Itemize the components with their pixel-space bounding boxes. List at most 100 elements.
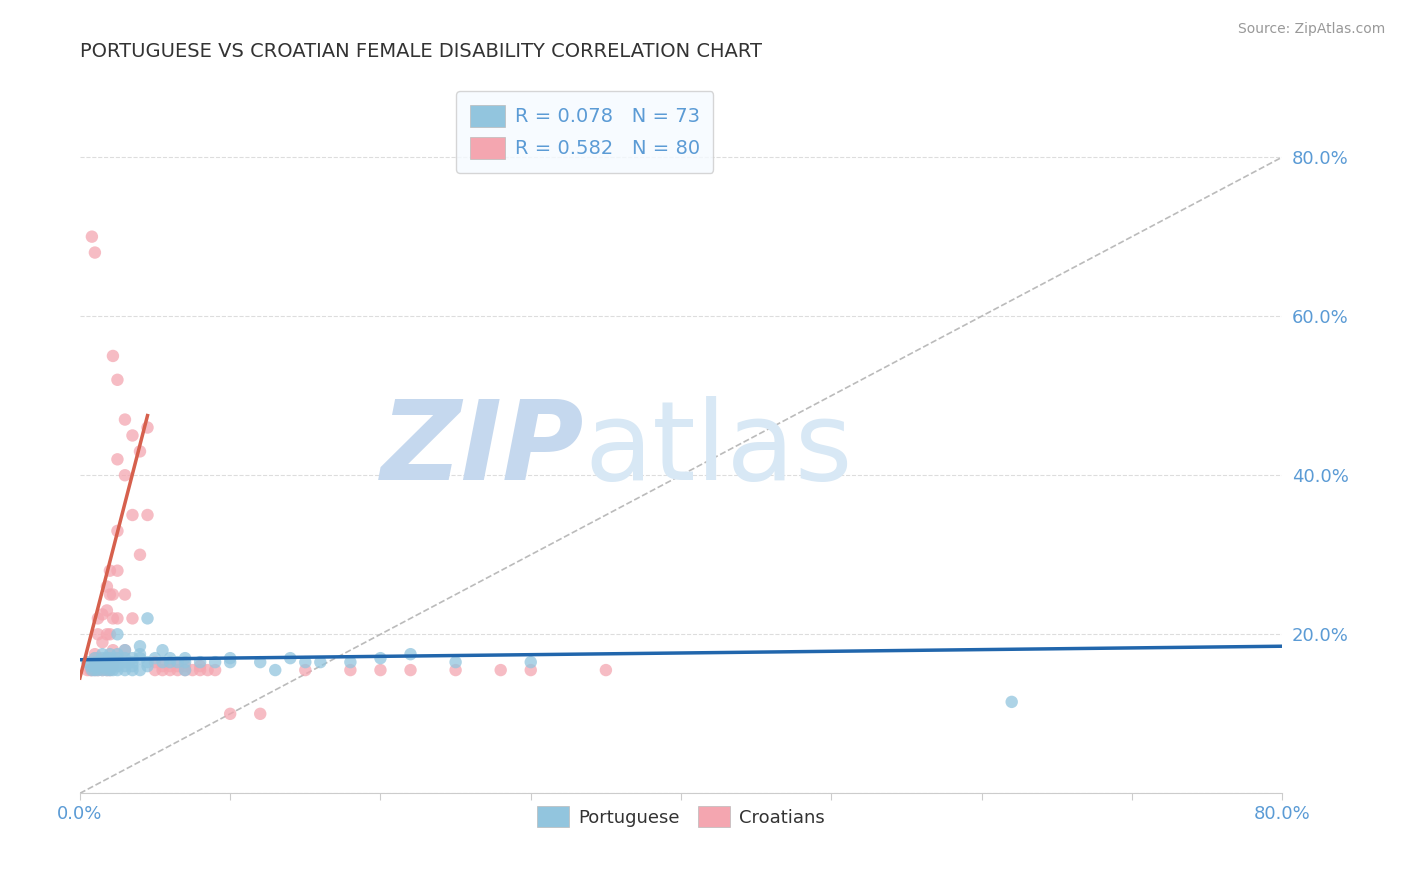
Point: [188, 659, 211, 673]
Point: [96, 651, 118, 665]
Point: [101, 349, 124, 363]
Point: [129, 444, 152, 458]
Point: [121, 428, 143, 442]
Point: [1001, 695, 1024, 709]
Point: [143, 663, 166, 677]
Point: [80, 663, 103, 677]
Point: [101, 659, 124, 673]
Point: [444, 655, 467, 669]
Point: [152, 659, 174, 673]
Point: [96, 627, 118, 641]
Point: [96, 659, 118, 673]
Point: [197, 663, 219, 677]
Point: [107, 647, 129, 661]
Point: [309, 655, 332, 669]
Point: [83, 655, 105, 669]
Point: [174, 655, 197, 669]
Point: [188, 655, 211, 669]
Point: [121, 655, 143, 669]
Point: [121, 508, 143, 522]
Point: [87, 651, 110, 665]
Point: [219, 655, 242, 669]
Point: [76, 655, 98, 669]
Point: [98, 564, 121, 578]
Point: [159, 659, 181, 673]
Point: [98, 655, 121, 669]
Point: [91, 647, 114, 661]
Point: [107, 655, 129, 669]
Point: [143, 651, 166, 665]
Point: [264, 663, 287, 677]
Point: [80, 229, 103, 244]
Legend: Portuguese, Croatians: Portuguese, Croatians: [530, 799, 832, 834]
Point: [204, 663, 226, 677]
Point: [96, 651, 118, 665]
Point: [114, 468, 136, 483]
Text: atlas: atlas: [585, 396, 853, 503]
Point: [121, 659, 143, 673]
Point: [159, 651, 181, 665]
Point: [107, 524, 129, 538]
Point: [278, 651, 301, 665]
Point: [83, 245, 105, 260]
Point: [166, 655, 188, 669]
Point: [129, 647, 152, 661]
Point: [107, 564, 129, 578]
Point: [83, 663, 105, 677]
Point: [96, 663, 118, 677]
Point: [219, 706, 242, 721]
Point: [87, 655, 110, 669]
Point: [519, 655, 541, 669]
Point: [91, 655, 114, 669]
Point: [87, 659, 110, 673]
Point: [114, 663, 136, 677]
Point: [370, 651, 392, 665]
Point: [79, 659, 101, 673]
Point: [107, 611, 129, 625]
Point: [143, 655, 166, 669]
Point: [91, 607, 114, 622]
Point: [101, 588, 124, 602]
Point: [129, 548, 152, 562]
Point: [114, 588, 136, 602]
Point: [91, 655, 114, 669]
Point: [129, 639, 152, 653]
Point: [129, 663, 152, 677]
Point: [114, 655, 136, 669]
Point: [83, 655, 105, 669]
Point: [101, 659, 124, 673]
Point: [96, 655, 118, 669]
Point: [181, 663, 204, 677]
Point: [91, 635, 114, 649]
Point: [519, 663, 541, 677]
Point: [107, 452, 129, 467]
Point: [159, 663, 181, 677]
Point: [98, 588, 121, 602]
Point: [96, 655, 118, 669]
Point: [159, 655, 181, 669]
Point: [98, 651, 121, 665]
Point: [444, 663, 467, 677]
Point: [83, 663, 105, 677]
Point: [76, 663, 98, 677]
Point: [107, 627, 129, 641]
Point: [204, 655, 226, 669]
Point: [294, 655, 316, 669]
Point: [595, 663, 617, 677]
Point: [96, 663, 118, 677]
Text: Source: ZipAtlas.com: Source: ZipAtlas.com: [1237, 22, 1385, 37]
Point: [87, 659, 110, 673]
Point: [91, 663, 114, 677]
Point: [91, 659, 114, 673]
Point: [107, 651, 129, 665]
Point: [188, 663, 211, 677]
Point: [152, 643, 174, 657]
Point: [174, 651, 197, 665]
Point: [294, 663, 316, 677]
Point: [489, 663, 512, 677]
Text: PORTUGUESE VS CROATIAN FEMALE DISABILITY CORRELATION CHART: PORTUGUESE VS CROATIAN FEMALE DISABILITY…: [80, 42, 762, 61]
Point: [166, 663, 188, 677]
Point: [83, 659, 105, 673]
Point: [87, 627, 110, 641]
Point: [107, 663, 129, 677]
